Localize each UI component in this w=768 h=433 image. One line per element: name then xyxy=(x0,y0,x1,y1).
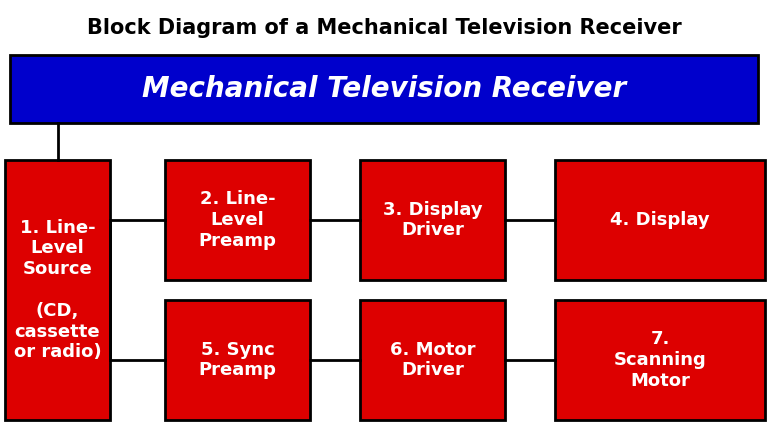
FancyBboxPatch shape xyxy=(360,300,505,420)
FancyBboxPatch shape xyxy=(555,300,765,420)
Text: 6. Motor
Driver: 6. Motor Driver xyxy=(389,341,475,379)
Text: 4. Display: 4. Display xyxy=(611,211,710,229)
Text: 5. Sync
Preamp: 5. Sync Preamp xyxy=(199,341,276,379)
FancyBboxPatch shape xyxy=(555,160,765,280)
FancyBboxPatch shape xyxy=(165,160,310,280)
Text: 2. Line-
Level
Preamp: 2. Line- Level Preamp xyxy=(199,190,276,250)
FancyBboxPatch shape xyxy=(360,160,505,280)
FancyBboxPatch shape xyxy=(165,300,310,420)
FancyBboxPatch shape xyxy=(5,160,110,420)
Text: 7.
Scanning
Motor: 7. Scanning Motor xyxy=(614,330,707,390)
Text: Mechanical Television Receiver: Mechanical Television Receiver xyxy=(142,75,626,103)
Text: 1. Line-
Level
Source

(CD,
cassette
or radio): 1. Line- Level Source (CD, cassette or r… xyxy=(14,219,101,362)
Text: Block Diagram of a Mechanical Television Receiver: Block Diagram of a Mechanical Television… xyxy=(87,18,681,38)
Text: 3. Display
Driver: 3. Display Driver xyxy=(382,200,482,239)
FancyBboxPatch shape xyxy=(10,55,758,123)
